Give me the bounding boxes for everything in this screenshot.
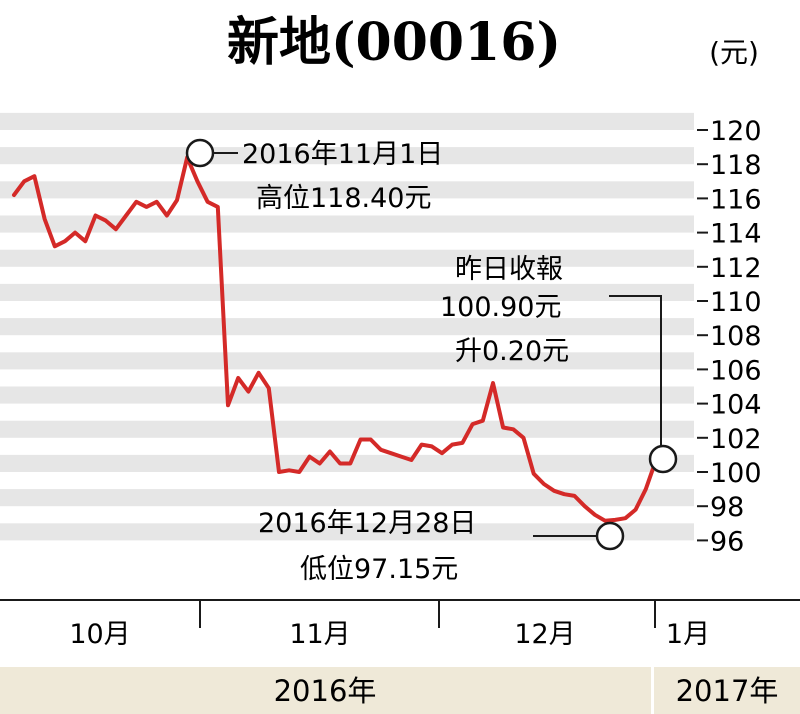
high-value-label: 高位118.40元 — [256, 183, 431, 214]
grid-band — [0, 386, 694, 404]
year-bar-2017 — [654, 667, 800, 714]
close-change-label: 升0.20元 — [455, 336, 569, 367]
month-label-jan: 1月 — [666, 619, 710, 650]
y-tick-label: 110 — [710, 287, 762, 318]
grid-band — [0, 249, 694, 267]
y-tick-label: 112 — [710, 253, 762, 284]
grid-band — [0, 283, 694, 301]
month-label-nov: 11月 — [289, 619, 350, 650]
close-marker — [648, 444, 678, 474]
low-value-label: 低位97.15元 — [300, 554, 458, 585]
price-line — [12, 155, 658, 523]
close-leader-line — [609, 295, 662, 446]
month-label-dec: 12月 — [514, 619, 575, 650]
grid-band — [0, 147, 694, 165]
year-bar-2016 — [0, 667, 651, 714]
low-marker — [595, 521, 625, 551]
grid-band — [0, 112, 694, 130]
year-label-2017: 2017年 — [676, 674, 779, 708]
grid-band — [0, 181, 694, 199]
unit-label: (元) — [709, 36, 759, 69]
close-title-label: 昨日收報 — [455, 254, 563, 285]
grid-band — [0, 352, 694, 370]
y-tick-label: 106 — [710, 355, 762, 386]
grid-bands — [0, 112, 694, 541]
y-tick-label: 102 — [710, 424, 762, 455]
grid-band — [0, 489, 694, 507]
y-tick-label: 114 — [710, 219, 762, 250]
y-tick-label: 120 — [710, 116, 762, 147]
close-value-label: 100.90元 — [440, 292, 561, 323]
y-tick-label: 96 — [710, 526, 744, 557]
year-label-2016: 2016年 — [274, 674, 377, 708]
high-marker — [185, 138, 215, 168]
x-axis-ticks — [199, 600, 656, 628]
grid-band — [0, 420, 694, 438]
y-tick-label: 104 — [710, 390, 762, 421]
low-date-label: 2016年12月28日 — [258, 508, 476, 539]
grid-band — [0, 523, 694, 541]
grid-band — [0, 215, 694, 233]
grid-band — [0, 318, 694, 336]
y-tick-label: 108 — [710, 321, 762, 352]
y-tick-label: 116 — [710, 184, 762, 215]
y-tick-label: 98 — [710, 492, 744, 523]
chart-title: 新地(00016) — [227, 12, 561, 73]
month-label-oct: 10月 — [69, 619, 130, 650]
y-tick-label: 118 — [710, 150, 762, 181]
high-date-label: 2016年11月1日 — [242, 139, 443, 170]
y-tick-label: 100 — [710, 458, 762, 489]
